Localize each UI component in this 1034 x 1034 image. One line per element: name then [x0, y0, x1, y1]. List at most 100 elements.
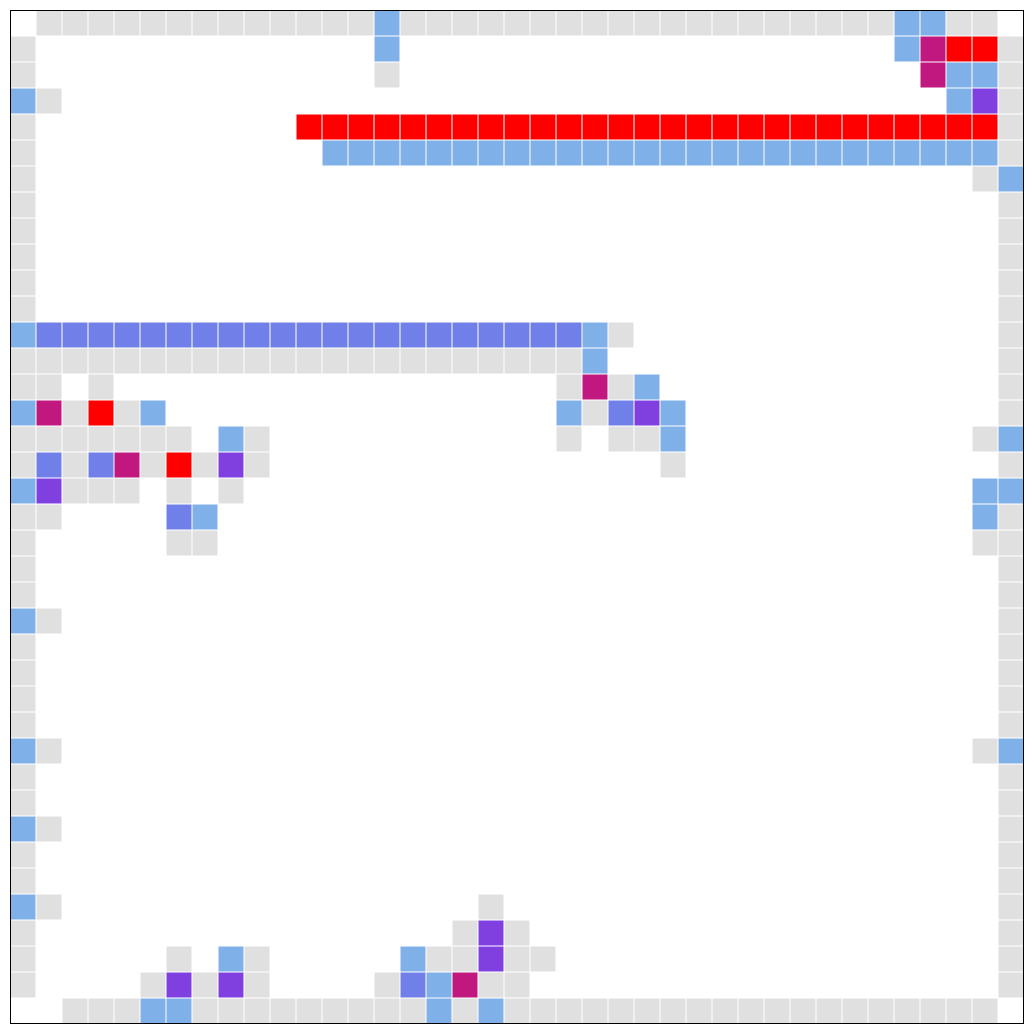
cell[interactable]	[789, 113, 817, 141]
cell[interactable]	[555, 347, 583, 375]
cell[interactable]	[997, 529, 1025, 557]
cell[interactable]	[321, 997, 349, 1025]
cell[interactable]	[737, 607, 765, 635]
cell[interactable]	[477, 373, 505, 401]
cell[interactable]	[425, 737, 453, 765]
cell[interactable]	[61, 373, 89, 401]
cell[interactable]	[243, 867, 271, 895]
cell[interactable]	[711, 841, 739, 869]
cell[interactable]	[269, 867, 297, 895]
cell[interactable]	[763, 919, 791, 947]
cell[interactable]	[581, 893, 609, 921]
cell[interactable]	[737, 711, 765, 739]
cell[interactable]	[9, 763, 37, 791]
cell[interactable]	[139, 35, 167, 63]
cell[interactable]	[113, 529, 141, 557]
cell[interactable]	[295, 633, 323, 661]
cell[interactable]	[61, 113, 89, 141]
cell[interactable]	[763, 477, 791, 505]
cell[interactable]	[633, 9, 661, 37]
cell[interactable]	[269, 919, 297, 947]
cell[interactable]	[971, 997, 999, 1025]
cell[interactable]	[633, 581, 661, 609]
cell[interactable]	[451, 139, 479, 167]
cell[interactable]	[893, 685, 921, 713]
cell[interactable]	[165, 893, 193, 921]
cell[interactable]	[893, 295, 921, 323]
cell[interactable]	[815, 269, 843, 297]
cell[interactable]	[373, 87, 401, 115]
cell[interactable]	[139, 737, 167, 765]
cell[interactable]	[295, 815, 323, 843]
cell[interactable]	[893, 399, 921, 427]
cell[interactable]	[477, 919, 505, 947]
cell[interactable]	[139, 555, 167, 583]
cell[interactable]	[711, 399, 739, 427]
cell[interactable]	[113, 35, 141, 63]
cell[interactable]	[321, 243, 349, 271]
cell[interactable]	[243, 971, 271, 999]
cell[interactable]	[113, 789, 141, 817]
cell[interactable]	[191, 737, 219, 765]
cell[interactable]	[763, 139, 791, 167]
cell[interactable]	[971, 529, 999, 557]
cell[interactable]	[451, 555, 479, 583]
cell[interactable]	[113, 659, 141, 687]
cell[interactable]	[191, 425, 219, 453]
cell[interactable]	[503, 581, 531, 609]
cell[interactable]	[503, 867, 531, 895]
cell[interactable]	[295, 997, 323, 1025]
cell[interactable]	[893, 425, 921, 453]
cell[interactable]	[477, 815, 505, 843]
cell[interactable]	[711, 191, 739, 219]
cell[interactable]	[113, 737, 141, 765]
cell[interactable]	[581, 87, 609, 115]
cell[interactable]	[61, 789, 89, 817]
cell[interactable]	[503, 399, 531, 427]
cell[interactable]	[763, 659, 791, 687]
cell[interactable]	[815, 425, 843, 453]
cell[interactable]	[815, 737, 843, 765]
cell[interactable]	[711, 581, 739, 609]
cell[interactable]	[945, 503, 973, 531]
cell[interactable]	[893, 763, 921, 791]
cell[interactable]	[217, 373, 245, 401]
cell[interactable]	[165, 191, 193, 219]
cell[interactable]	[841, 243, 869, 271]
cell[interactable]	[191, 919, 219, 947]
cell[interactable]	[243, 685, 271, 713]
cell[interactable]	[243, 295, 271, 323]
cell[interactable]	[9, 971, 37, 999]
cell[interactable]	[581, 971, 609, 999]
cell[interactable]	[35, 477, 63, 505]
cell[interactable]	[737, 867, 765, 895]
cell[interactable]	[35, 269, 63, 297]
cell[interactable]	[503, 529, 531, 557]
cell[interactable]	[165, 217, 193, 245]
cell[interactable]	[555, 685, 583, 713]
cell[interactable]	[711, 815, 739, 843]
cell[interactable]	[217, 477, 245, 505]
cell[interactable]	[711, 217, 739, 245]
cell[interactable]	[35, 659, 63, 687]
cell[interactable]	[529, 243, 557, 271]
cell[interactable]	[9, 373, 37, 401]
cell[interactable]	[997, 555, 1025, 583]
cell[interactable]	[789, 35, 817, 63]
cell[interactable]	[61, 841, 89, 869]
cell[interactable]	[919, 61, 947, 89]
cell[interactable]	[607, 243, 635, 271]
cell[interactable]	[763, 35, 791, 63]
cell[interactable]	[607, 971, 635, 999]
cell[interactable]	[555, 945, 583, 973]
cell[interactable]	[997, 789, 1025, 817]
cell[interactable]	[425, 711, 453, 739]
cell[interactable]	[893, 243, 921, 271]
cell[interactable]	[347, 243, 375, 271]
cell[interactable]	[711, 893, 739, 921]
cell[interactable]	[841, 633, 869, 661]
cell[interactable]	[659, 373, 687, 401]
cell[interactable]	[295, 789, 323, 817]
cell[interactable]	[269, 295, 297, 323]
cell[interactable]	[555, 919, 583, 947]
